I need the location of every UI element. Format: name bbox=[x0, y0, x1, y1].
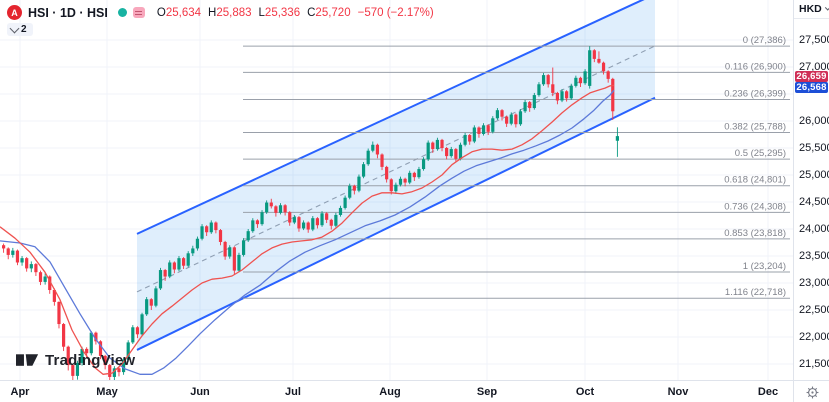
fib-level-label: 1.116 (22,718) bbox=[725, 287, 786, 298]
month-tick-label[interactable]: Jun bbox=[190, 386, 210, 398]
fib-level-label: 0 (27,386) bbox=[743, 35, 786, 46]
price-tick-label: 23,500 bbox=[799, 250, 829, 262]
tradingview-logo[interactable]: TradingView bbox=[16, 352, 135, 369]
currency-label: HKD bbox=[799, 3, 822, 15]
ma-value-badge: 26,568 bbox=[795, 82, 828, 93]
fib-level-label: 0.382 (25,788) bbox=[724, 121, 786, 132]
high-label: H bbox=[208, 6, 217, 19]
price-tick-label: 24,000 bbox=[799, 223, 829, 235]
close-value: 25,720 bbox=[315, 6, 351, 19]
month-tick-label[interactable]: Sep bbox=[476, 386, 498, 398]
month-tick-label[interactable]: Oct bbox=[575, 386, 595, 398]
fib-level-label: 0.236 (26,399) bbox=[724, 88, 786, 99]
axis-settings-cell[interactable] bbox=[793, 380, 829, 402]
channel-midline bbox=[136, 45, 656, 293]
price-tick-label: 23,000 bbox=[799, 277, 829, 289]
candlestick-series bbox=[2, 46, 619, 380]
channel-bottom-line bbox=[136, 96, 656, 351]
price-tick-label: 22,500 bbox=[799, 304, 829, 316]
indicator-menu-icon[interactable] bbox=[132, 7, 145, 18]
indicator-count: 2 bbox=[21, 24, 27, 35]
symbol-title[interactable]: HSI · 1D · HSI bbox=[28, 5, 108, 20]
close-label: C bbox=[307, 6, 316, 19]
price-tick-label: 27,500 bbox=[799, 34, 829, 46]
price-tick-label: 21,500 bbox=[799, 358, 829, 370]
chart-canvas[interactable]: 0 (27,386) 0.116 (26,900) 0.236 (26,399) 0.… bbox=[0, 0, 793, 380]
visibility-dot-icon[interactable] bbox=[117, 8, 127, 17]
fib-level-label: 0.736 (24,308) bbox=[724, 201, 786, 212]
fib-level-label: 0.5 (25,295) bbox=[735, 148, 786, 159]
channel-fill bbox=[137, 0, 655, 350]
change-value: −570 (−2.17%) bbox=[357, 6, 434, 19]
fib-level-label: 0.618 (24,801) bbox=[724, 175, 786, 186]
price-tick-label: 26,000 bbox=[799, 115, 829, 127]
high-value: 25,883 bbox=[216, 6, 252, 19]
month-tick-label[interactable]: Nov bbox=[667, 386, 689, 398]
indicators-collapse-chip[interactable]: 2 bbox=[7, 23, 33, 36]
channel-top-line bbox=[136, 0, 645, 235]
parallel-channel-drawing[interactable] bbox=[136, 0, 656, 351]
fib-retracement-drawing[interactable]: 0 (27,386) 0.116 (26,900) 0.236 (26,399) 0.… bbox=[243, 35, 790, 299]
price-tick-label: 24,500 bbox=[799, 196, 829, 208]
currency-selector[interactable]: HKD bbox=[794, 0, 829, 19]
month-tick-label[interactable]: May bbox=[96, 386, 118, 398]
chart-legend: A HSI · 1D · HSI O25,634 H25,883 L25,336… bbox=[7, 5, 434, 20]
month-tick-label[interactable]: Apr bbox=[10, 386, 30, 398]
price-tick-label: 27,000 bbox=[799, 61, 829, 73]
chevron-down-icon bbox=[824, 4, 829, 11]
open-value: 25,634 bbox=[165, 6, 202, 19]
fib-level-label: 0.853 (23,818) bbox=[724, 228, 786, 239]
chevron-down-icon bbox=[9, 23, 20, 33]
price-tick-label: 25,500 bbox=[799, 142, 829, 154]
ma-fast-line[interactable] bbox=[0, 84, 615, 375]
gear-icon bbox=[806, 386, 818, 398]
low-value: 25,336 bbox=[264, 6, 301, 19]
fib-level-label: 1 (23,204) bbox=[743, 261, 786, 272]
month-tick-label[interactable]: Jul bbox=[285, 386, 301, 398]
price-axis[interactable]: HKD 27,500 27,000 26,000 25,500 25,000 24,500… bbox=[793, 0, 829, 380]
symbol-logo-icon: A bbox=[7, 5, 22, 20]
price-tick-label: 22,000 bbox=[799, 331, 829, 343]
month-tick-label[interactable]: Aug bbox=[379, 386, 401, 398]
ohlc-readout: O25,634 H25,883 L25,336 C25,720 −570 (−2… bbox=[157, 7, 434, 19]
time-axis[interactable]: Apr May Jun Jul Aug Sep Oct Nov Dec bbox=[0, 380, 793, 402]
tradingview-logo-icon bbox=[16, 354, 39, 366]
month-tick-label[interactable]: Dec bbox=[757, 386, 779, 398]
open-label: O bbox=[156, 6, 166, 19]
ma-value-badge: 26,659 bbox=[795, 71, 828, 82]
price-tick-label: 25,000 bbox=[799, 169, 829, 181]
tradingview-logo-text: TradingView bbox=[45, 352, 136, 369]
low-label: L bbox=[258, 6, 265, 19]
fib-level-label: 0.116 (26,900) bbox=[725, 61, 786, 72]
